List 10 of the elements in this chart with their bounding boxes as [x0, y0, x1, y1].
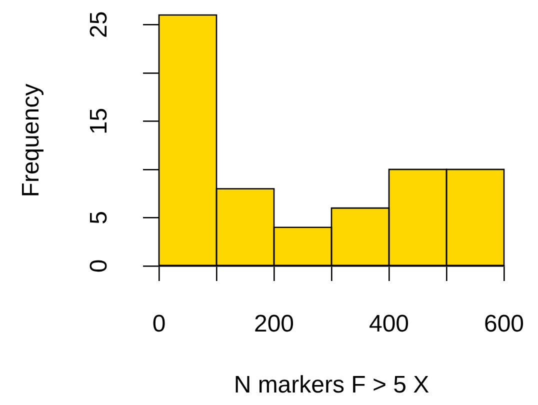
y-axis-title: Frequency — [18, 84, 45, 198]
x-tick-label: 400 — [368, 310, 410, 338]
y-tick-label: 5 — [86, 211, 113, 224]
x-tick-label: 0 — [152, 310, 166, 338]
y-tick-label: 0 — [86, 259, 113, 273]
y-tick-label: 15 — [86, 108, 113, 135]
x-tick-label: 200 — [254, 310, 294, 338]
x-tick-label: 600 — [484, 310, 524, 338]
y-tick-label: 25 — [86, 11, 113, 38]
x-axis-title: N markers F > 5 X — [234, 372, 430, 399]
